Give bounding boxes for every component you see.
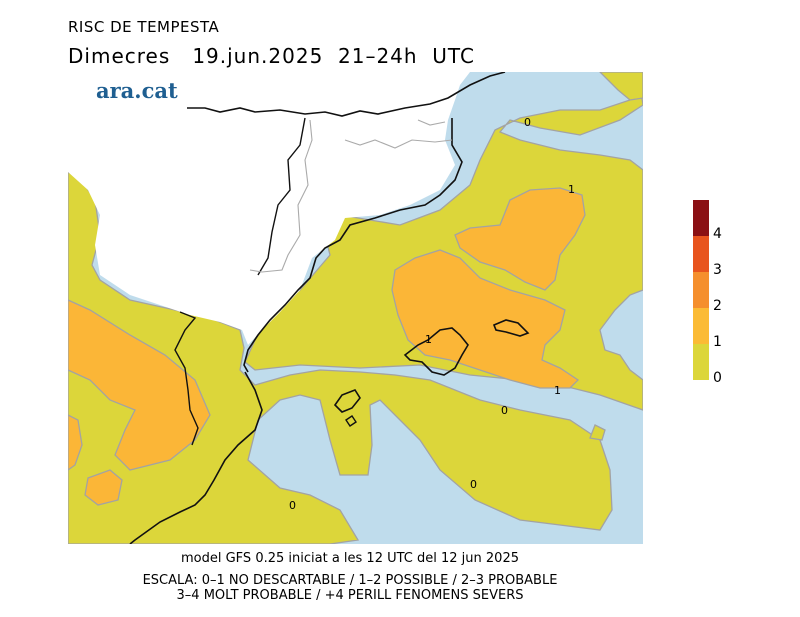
contour-label-1: 1 bbox=[568, 183, 575, 196]
contour-label-0: 0 bbox=[501, 404, 508, 417]
iberia-south-coast bbox=[129, 371, 263, 544]
regional-borders bbox=[249, 119, 453, 273]
legend-swatch-3 bbox=[693, 236, 709, 272]
menorca-island bbox=[492, 319, 530, 337]
coastline bbox=[187, 72, 506, 117]
legend-label: 3 bbox=[713, 262, 722, 278]
catalan-coastline bbox=[243, 118, 463, 373]
color-scale-legend: 4 3 2 1 0 bbox=[693, 200, 722, 386]
legend-label: 4 bbox=[713, 226, 722, 242]
legend-label: 1 bbox=[713, 334, 722, 350]
legend-swatch-0 bbox=[693, 344, 709, 380]
contour-label-0: 0 bbox=[470, 478, 477, 491]
chart-title: RISC DE TEMPESTA bbox=[68, 18, 220, 36]
andorra-border bbox=[174, 311, 199, 446]
model-info: model GFS 0.25 iniciat a les 12 UTC del … bbox=[181, 551, 519, 566]
ibiza-island bbox=[333, 389, 361, 413]
contour-label-1: 1 bbox=[554, 384, 561, 397]
risk-zone-1-2 bbox=[68, 187, 586, 506]
ara-cat-logo[interactable]: ara.cat bbox=[96, 78, 178, 103]
contour-label-0: 0 bbox=[289, 499, 296, 512]
legend-label: 2 bbox=[713, 298, 722, 314]
scale-description: ESCALA: 0–1 NO DESCARTABLE / 1–2 POSSIBL… bbox=[142, 573, 558, 588]
formentera-island bbox=[345, 415, 357, 427]
scale-description-2: 3–4 MOLT PROBABLE / +4 PERILL FENOMENS S… bbox=[176, 588, 524, 603]
legend-label: 0 bbox=[713, 370, 722, 386]
contour-label-1: 1 bbox=[425, 333, 432, 346]
contour-label-0: 0 bbox=[524, 116, 531, 129]
legend-swatch-1 bbox=[693, 308, 709, 344]
legend-swatch-2 bbox=[693, 272, 709, 308]
storm-risk-map: 0 1 1 1 0 0 0 bbox=[68, 72, 643, 544]
iberian-interior-land bbox=[68, 72, 470, 345]
french-spanish-border bbox=[257, 117, 306, 276]
date-subtitle: Dimecres 19.jun.2025 21–24h UTC bbox=[68, 44, 475, 68]
mallorca-island bbox=[403, 327, 469, 376]
legend-swatch-4 bbox=[693, 200, 709, 236]
